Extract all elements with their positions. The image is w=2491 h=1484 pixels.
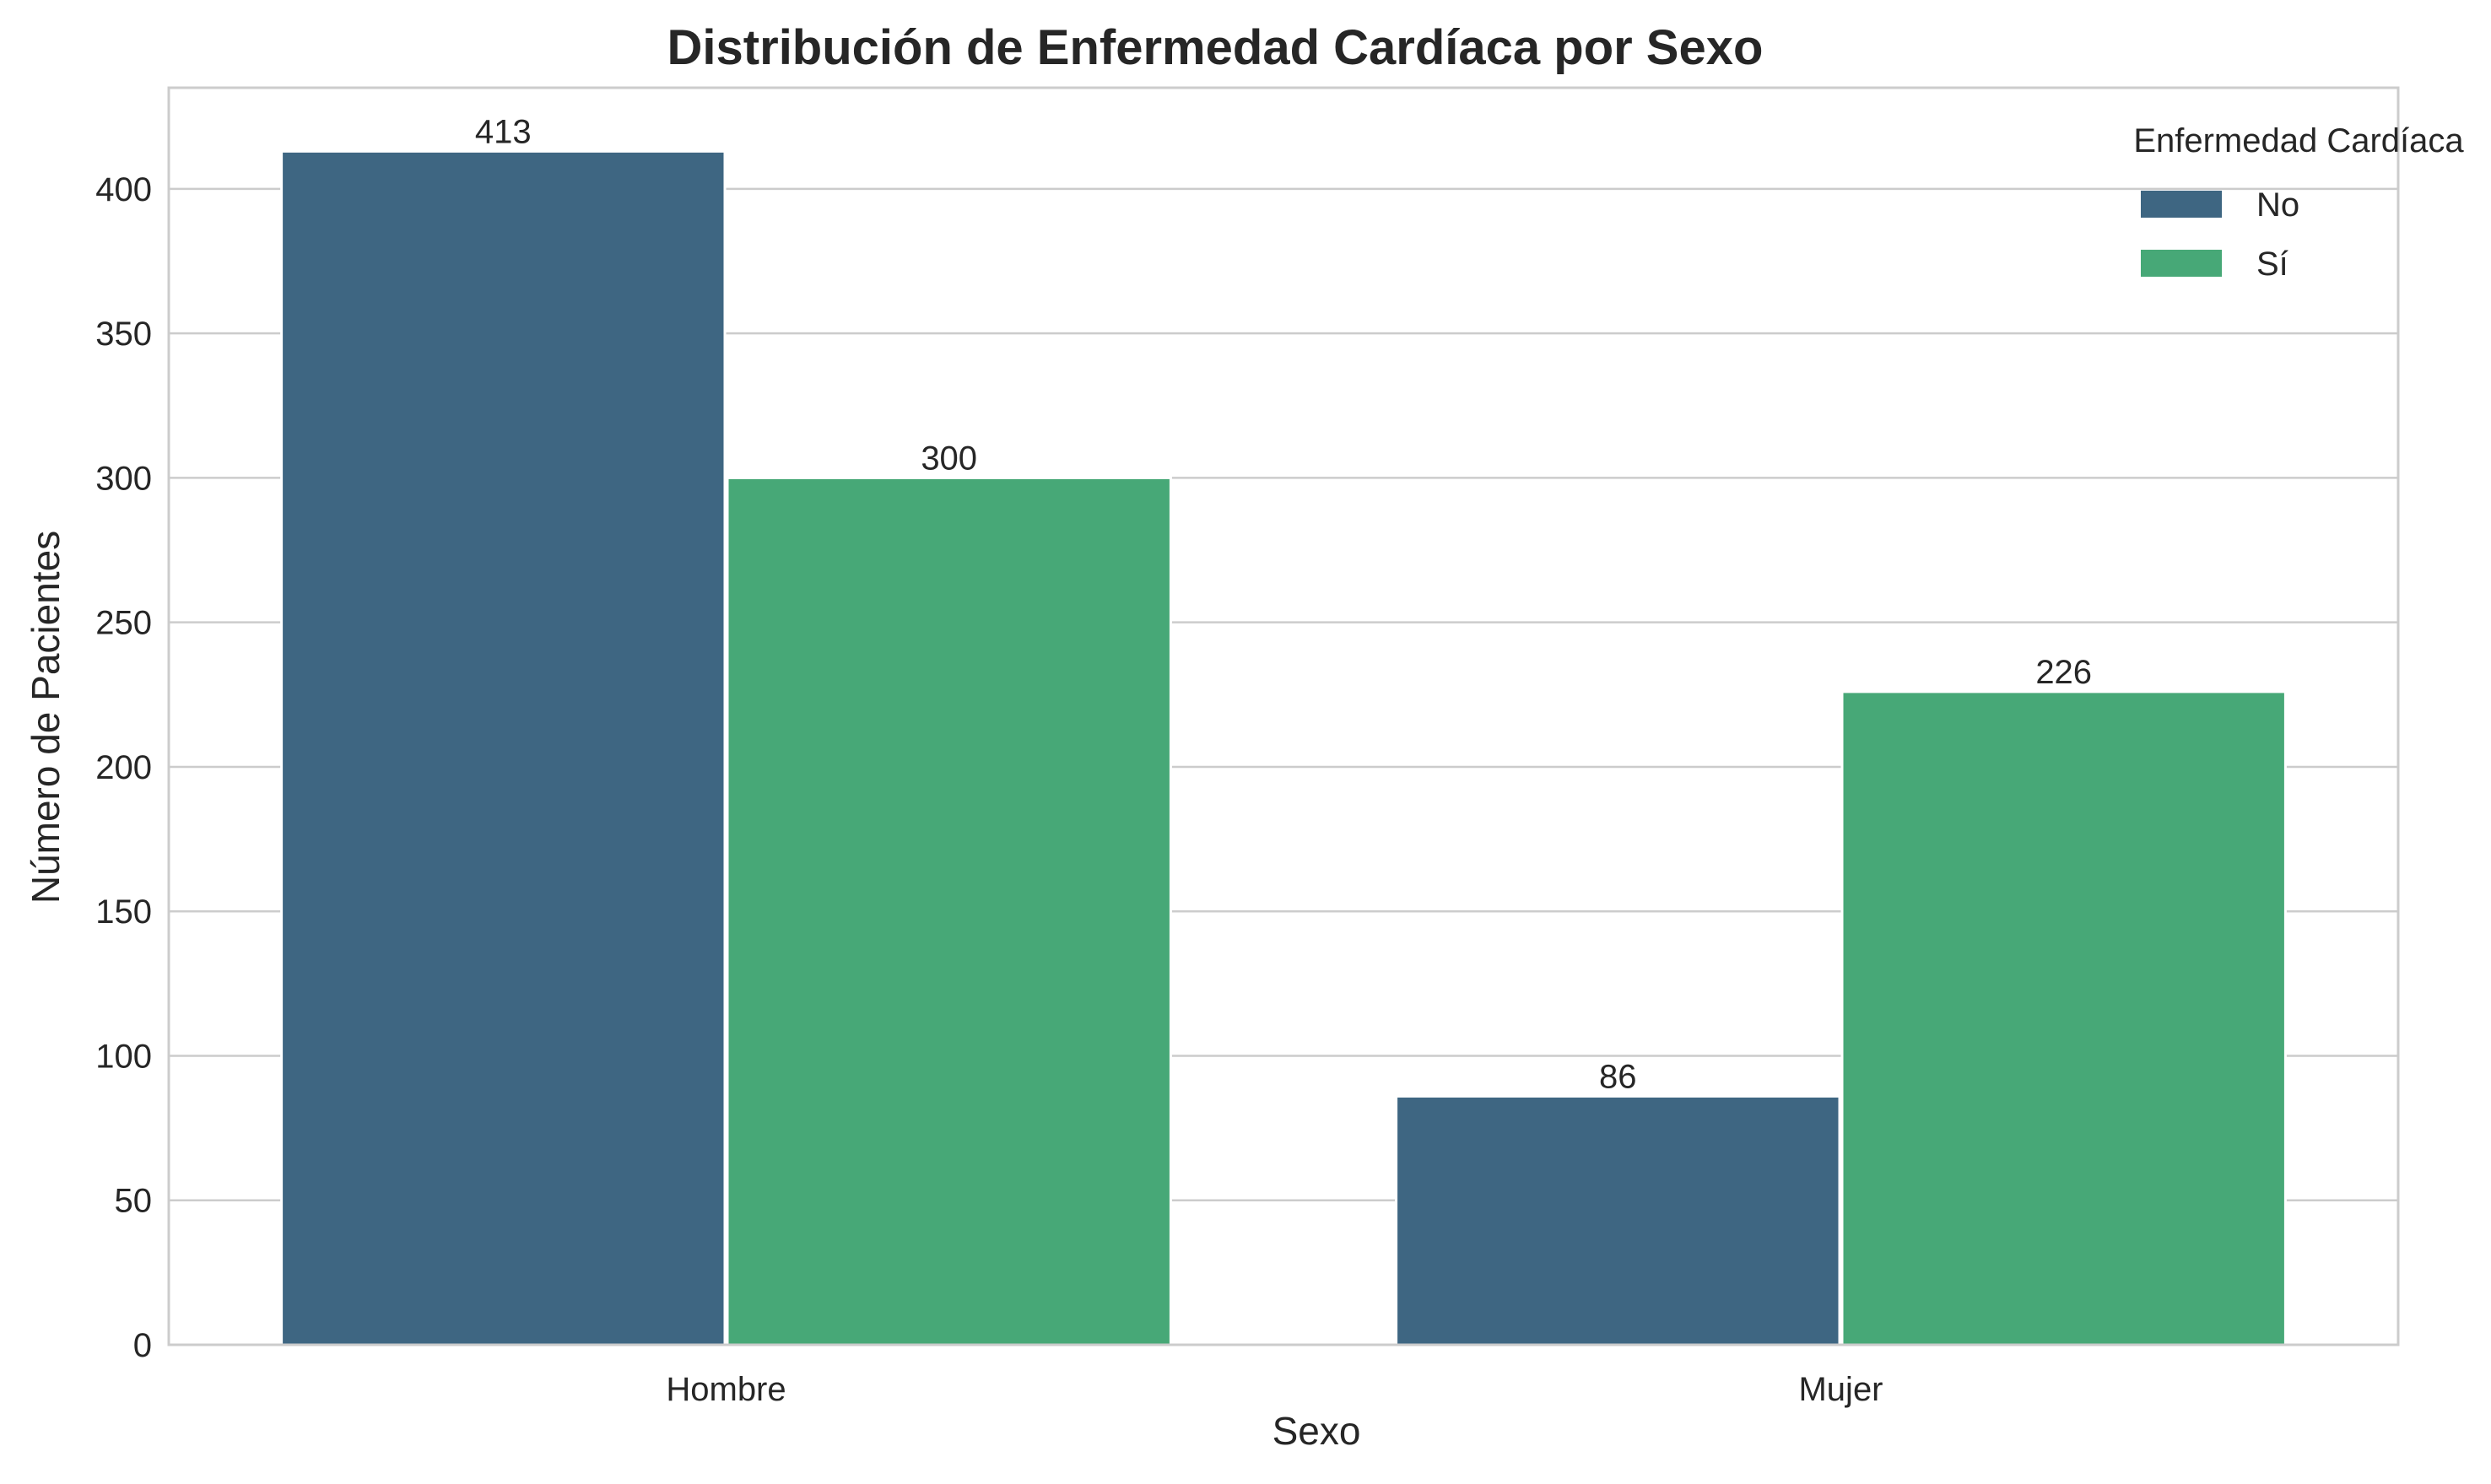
plot-frame (167, 86, 2400, 1346)
bar-mujer-si (1840, 690, 2287, 1346)
x-axis-label: Sexo (1273, 1409, 1361, 1453)
chart-title: Distribución de Enfermedad Cardíaca por … (667, 20, 1764, 75)
bar-hombre-no (280, 149, 727, 1346)
y-tick-label-0: 0 (133, 1327, 152, 1364)
bar-label-mujer-no: 86 (1599, 1058, 1637, 1095)
y-tick-label-300: 300 (95, 460, 152, 497)
y-tick-label-50: 50 (115, 1183, 153, 1220)
y-tick-label-100: 100 (95, 1038, 152, 1075)
bar-mujer-no (1395, 1094, 1841, 1346)
legend: Enfermedad Cardíaca No Sí (2133, 122, 2464, 283)
legend-label-no: No (2256, 186, 2299, 224)
x-tick-label-hombre: Hombre (666, 1371, 786, 1408)
legend-swatch-no (2141, 191, 2222, 218)
y-tick-label-400: 400 (95, 171, 152, 208)
bar-hombre-si (726, 476, 1172, 1346)
legend-swatch-si (2141, 250, 2222, 277)
y-tick-labels: 0 50 100 150 200 250 300 350 400 (95, 171, 152, 1364)
bar-value-labels: 413 300 86 226 (475, 113, 2092, 1095)
bar-label-hombre-si: 300 (921, 440, 977, 477)
legend-title: Enfermedad Cardíaca (2133, 122, 2464, 159)
bar-label-hombre-no: 413 (475, 113, 532, 150)
y-axis-label: Número de Pacientes (24, 531, 68, 904)
x-tick-labels: Hombre Mujer (666, 1371, 1883, 1408)
y-tick-label-250: 250 (95, 605, 152, 642)
x-tick-label-mujer: Mujer (1798, 1371, 1883, 1408)
y-tick-label-350: 350 (95, 316, 152, 353)
y-tick-label-150: 150 (95, 893, 152, 931)
bars (280, 149, 2287, 1346)
y-tick-label-200: 200 (95, 749, 152, 786)
bar-label-mujer-si: 226 (2035, 654, 2092, 691)
legend-label-si: Sí (2256, 246, 2288, 283)
